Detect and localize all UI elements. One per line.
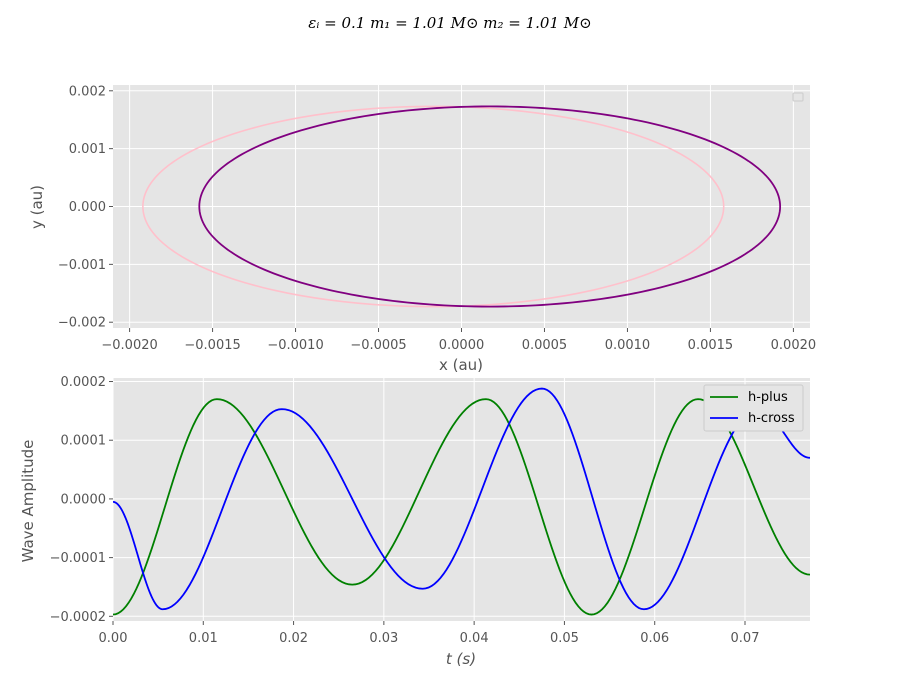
orbit-panel: −0.0020 −0.0015 −0.0010 −0.0005 0.0000 0.0005… [28,84,816,374]
orbit-x-tick-label: 0.0005 [522,338,568,353]
orbit-grid [113,85,810,328]
orbit-y-tick-label: 0.001 [69,142,106,157]
wave-legend: h-plus h-cross [703,384,804,432]
wave-x-tick-label: 0.01 [189,631,218,646]
orbit-x-tick-label: 0.0020 [771,338,817,353]
orbit-x-tick-label: −0.0005 [350,338,406,353]
wave-x-tick-label: 0.02 [279,631,308,646]
wave-panel: 0.00 0.01 0.02 0.03 0.04 0.05 0.06 0.07 0.00020… [19,375,810,668]
wave-x-tick-label: 0.04 [460,631,489,646]
orbit-y-tick-label: −0.001 [58,258,106,273]
wave-y-axis-label: Wave Amplitude [19,440,37,563]
wave-y-tick-label: −0.0002 [50,610,106,625]
orbit-series [142,105,782,308]
orbit-y-axis-label: y (au) [28,185,46,229]
legend-label-h-cross: h-cross [748,411,795,426]
wave-line-h-plus [113,398,810,616]
orbit-y-tick-label: 0.000 [69,200,106,215]
wave-y-tick-label: 0.0001 [61,434,107,449]
wave-x-tick-label: 0.03 [369,631,398,646]
orbit-x-tick-label: −0.0020 [101,338,157,353]
orbit-line-1 [142,105,725,308]
wave-x-tick-label: 0.07 [731,631,760,646]
legend-label-h-plus: h-plus [748,390,788,405]
orbit-x-ticks: −0.0020 −0.0015 −0.0010 −0.0005 0.0000 0.0005… [101,328,816,353]
orbit-x-tick-label: 0.0015 [688,338,734,353]
orbit-x-tick-label: 0.0010 [605,338,651,353]
orbit-empty-legend [792,92,804,102]
wave-grid [112,378,810,621]
orbit-x-tick-label: −0.0010 [267,338,323,353]
wave-x-tick-label: 0.06 [640,631,669,646]
orbit-y-tick-label: −0.002 [58,316,106,331]
orbit-y-ticks: 0.002 0.001 0.000 −0.001 −0.002 [58,84,113,331]
wave-x-axis-label: t (s) [446,650,476,668]
orbit-line-2 [198,105,782,308]
wave-y-ticks: 0.0002 0.0001 0.0000 −0.0001 −0.0002 [50,375,113,625]
orbit-x-axis-label: x (au) [439,356,483,374]
wave-x-ticks: 0.00 0.01 0.02 0.03 0.04 0.05 0.06 0.07 [99,621,760,646]
wave-y-tick-label: −0.0001 [50,551,106,566]
wave-y-tick-label: 0.0000 [61,492,107,507]
orbit-y-tick-label: 0.002 [69,84,106,99]
orbit-x-tick-label: −0.0015 [184,338,240,353]
wave-x-tick-label: 0.00 [99,631,128,646]
wave-x-tick-label: 0.05 [550,631,579,646]
orbit-x-tick-label: 0.0000 [439,338,485,353]
wave-y-tick-label: 0.0002 [61,375,107,390]
figure-suptitle: εᵢ = 0.1 m₁ = 1.01 M⊙ m₂ = 1.01 M⊙ [308,14,591,32]
wave-plot-area [113,378,810,621]
